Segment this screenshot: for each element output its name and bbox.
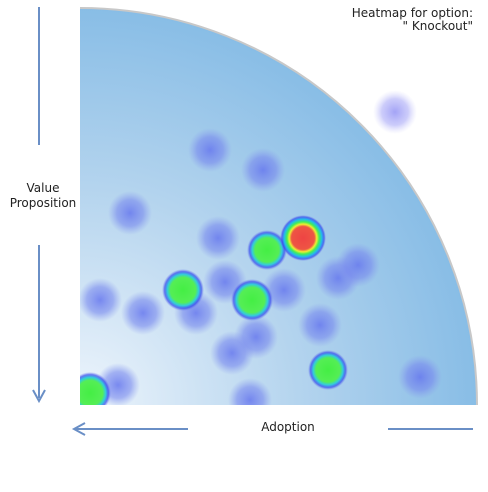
blob: [234, 315, 278, 359]
blob: [196, 216, 240, 260]
y-label: Proposition: [10, 196, 77, 210]
hot-blob: [231, 279, 273, 321]
blob: [228, 378, 272, 405]
title: Heatmap for option:: [352, 6, 473, 20]
blobs: [80, 128, 442, 405]
blob: [336, 243, 380, 287]
blob: [298, 303, 342, 347]
hot-blob: [308, 350, 348, 390]
blob: [398, 355, 442, 399]
y-label: Value: [27, 181, 60, 195]
x-arrow-head: [71, 422, 86, 436]
hot-blob: [162, 269, 204, 311]
blob: [373, 90, 417, 134]
blob: [121, 291, 165, 335]
hot-blob: [80, 372, 111, 405]
blob: [241, 148, 285, 192]
quadrant-edge: [79, 7, 478, 406]
blob: [108, 191, 152, 235]
blob: [80, 278, 122, 322]
subtitle: " Knockout": [403, 19, 473, 33]
y-arrow-head: [32, 389, 46, 404]
x-label: Adoption: [261, 420, 315, 434]
hot-blob: [247, 230, 287, 270]
hot-blob: [280, 215, 326, 261]
blob: [188, 128, 232, 172]
blob: [262, 268, 306, 312]
